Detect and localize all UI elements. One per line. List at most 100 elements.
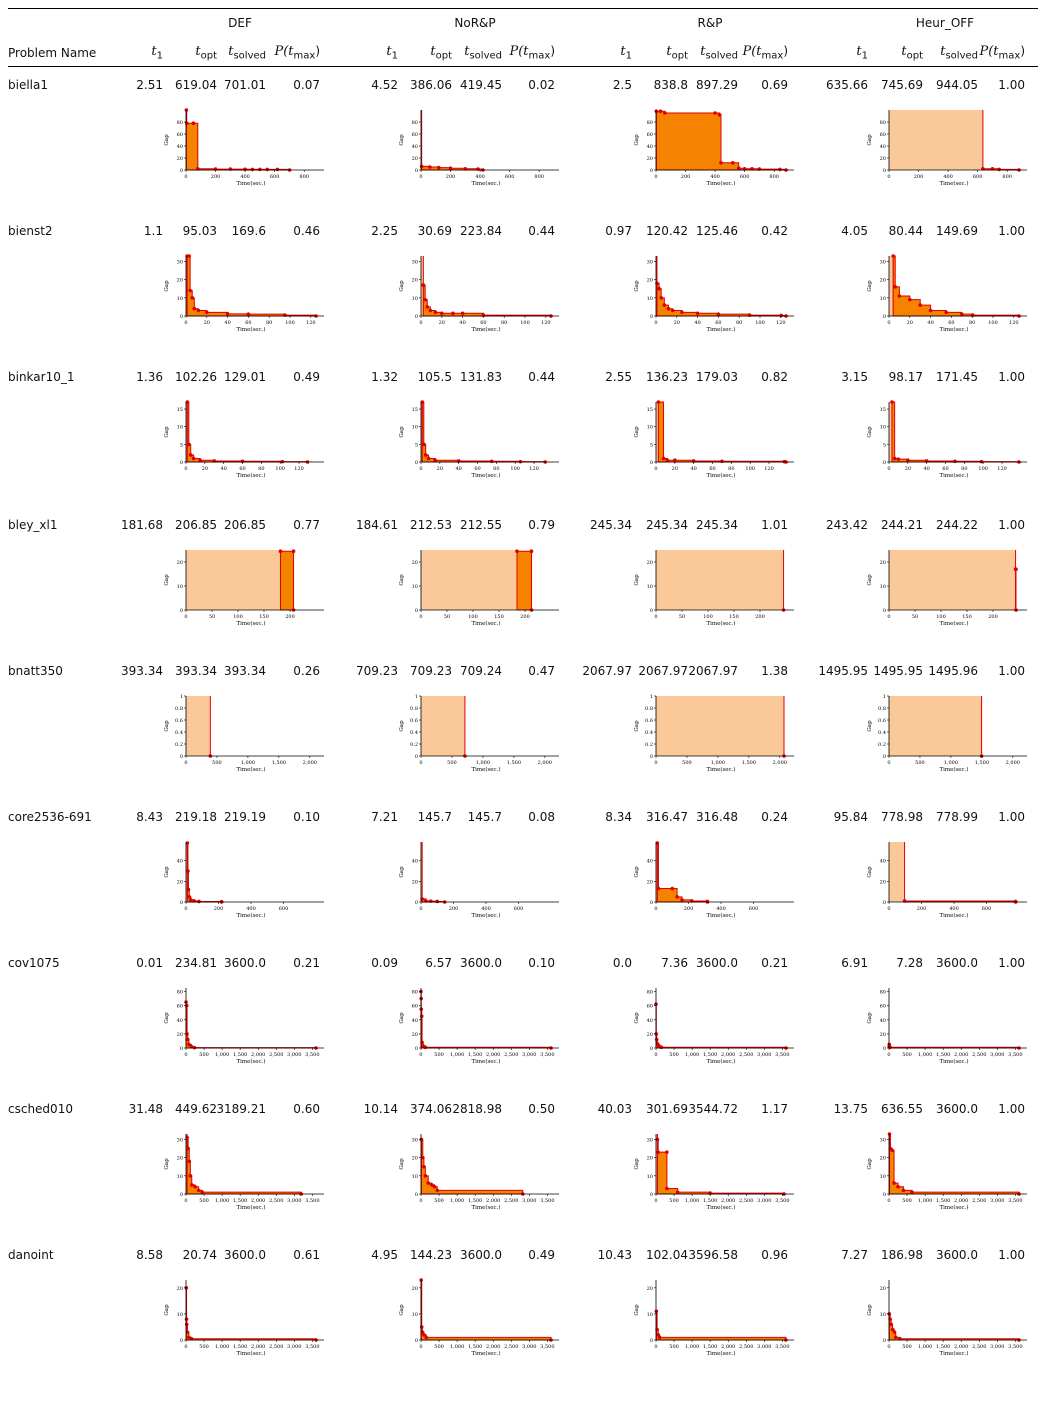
x-tick-label: 2,500 xyxy=(739,1198,753,1204)
x-axis-label: Time(sec.) xyxy=(706,1058,735,1065)
group-header-norp: NoR&P xyxy=(454,16,496,30)
value-t1: 1.32 xyxy=(371,370,398,384)
x-tick-label: 500 xyxy=(669,1344,679,1350)
x-tick-label: 200 xyxy=(211,174,221,180)
gap-point xyxy=(720,459,724,464)
x-tick-label: 500 xyxy=(682,760,692,766)
x-axis-label: Time(sec.) xyxy=(236,766,265,773)
gap-area xyxy=(420,991,552,1049)
x-tick-label: 3,000 xyxy=(757,1198,771,1204)
gap-point xyxy=(662,303,667,307)
x-tick-label: 60 xyxy=(239,466,245,472)
gap-point xyxy=(910,1190,914,1194)
x-tick-label: 20 xyxy=(674,320,680,326)
y-tick-label: 0.8 xyxy=(175,706,183,712)
x-tick-label: 3,500 xyxy=(1008,1052,1022,1058)
x-tick-label: 600 xyxy=(270,174,280,180)
gap-point xyxy=(670,886,675,891)
value-tsolved: 145.7 xyxy=(467,810,502,824)
column-header-tsolved: tsolved xyxy=(228,44,266,62)
gap-point xyxy=(419,1325,424,1329)
value-tsolved: 212.55 xyxy=(460,518,502,532)
value-p-tmax: 0.79 xyxy=(528,518,555,532)
no-solution-region xyxy=(421,842,423,902)
value-t1: 10.43 xyxy=(597,1248,632,1262)
y-tick-label: 0 xyxy=(883,168,886,174)
x-tick-label: 200 xyxy=(214,906,224,912)
x-tick-label: 1,500 xyxy=(936,1052,950,1058)
y-tick-label: 20 xyxy=(880,560,886,566)
gap-plot: 0 10 20 0 500 1,000 1,500 2,000 2,500 3,000 3,500 G… xyxy=(634,1280,794,1357)
x-tick-label: 120 xyxy=(764,466,774,472)
x-tick-label: 3,500 xyxy=(305,1052,319,1058)
x-axis-label: Time(sec.) xyxy=(939,1204,968,1211)
y-tick-label: 20 xyxy=(647,1032,653,1038)
gap-point xyxy=(423,453,428,457)
gap-area xyxy=(421,401,546,463)
y-tick-label: 40 xyxy=(412,144,418,150)
x-tick-label: 2,500 xyxy=(504,1344,518,1350)
y-tick-label: 0 xyxy=(650,1338,653,1344)
gap-point xyxy=(713,111,717,115)
value-t1: 2.55 xyxy=(605,370,632,384)
value-t1: 40.03 xyxy=(597,1102,632,1116)
value-t1: 1.1 xyxy=(143,224,163,238)
x-tick-label: 150 xyxy=(259,614,269,620)
x-tick-label: 600 xyxy=(514,906,524,912)
y-tick-label: 40 xyxy=(647,1018,653,1024)
gap-point xyxy=(421,283,426,287)
y-tick-label: 60 xyxy=(880,1004,886,1010)
value-t1: 7.27 xyxy=(841,1248,868,1262)
y-tick-label: 60 xyxy=(647,1004,653,1010)
x-tick-label: 2,000 xyxy=(303,760,317,766)
x-tick-label: 3,000 xyxy=(522,1198,536,1204)
gap-plot: 0 0.2 0.4 0.6 0.8 1 0 500 1,000 1,500 2,000 Gap Time… xyxy=(399,694,559,773)
gap-point xyxy=(428,165,432,169)
gap-point xyxy=(440,311,444,316)
gap-point xyxy=(997,167,1001,172)
y-tick-label: 0 xyxy=(650,608,653,614)
gap-point xyxy=(184,1322,189,1327)
y-axis-label: Gap xyxy=(399,720,405,732)
x-tick-label: 500 xyxy=(199,1344,209,1350)
x-tick-label: 400 xyxy=(240,174,250,180)
x-tick-label: 3,000 xyxy=(522,1052,536,1058)
y-tick-label: 10 xyxy=(880,425,886,431)
x-tick-label: 500 xyxy=(447,760,457,766)
y-tick-label: 0 xyxy=(415,168,418,174)
x-tick-label: 2,000 xyxy=(251,1198,265,1204)
x-tick-label: 0 xyxy=(887,906,890,912)
gap-point xyxy=(193,1184,197,1189)
value-p-tmax: 0.50 xyxy=(528,1102,555,1116)
value-topt: 80.44 xyxy=(888,224,923,238)
x-axis-label: Time(sec.) xyxy=(236,1058,265,1065)
y-axis-label: Gap xyxy=(867,280,873,292)
gap-point xyxy=(515,549,519,553)
value-tsolved: 219.19 xyxy=(224,810,266,824)
y-tick-label: 10 xyxy=(880,296,886,302)
x-tick-label: 1,500 xyxy=(703,1052,717,1058)
value-topt: 619.04 xyxy=(175,78,217,92)
x-axis-label: Time(sec.) xyxy=(471,1350,500,1357)
x-tick-label: 80 xyxy=(728,466,734,472)
gap-area xyxy=(656,842,708,903)
x-tick-label: 100 xyxy=(520,320,530,326)
x-tick-label: 3,000 xyxy=(287,1052,301,1058)
gap-point xyxy=(717,113,722,117)
value-tsolved: 129.01 xyxy=(224,370,266,384)
value-p-tmax: 0.96 xyxy=(761,1248,788,1262)
x-tick-label: 2,000 xyxy=(721,1344,735,1350)
x-tick-label: 3,500 xyxy=(775,1198,789,1204)
gap-area xyxy=(186,1137,302,1195)
x-tick-label: 0 xyxy=(887,1344,890,1350)
x-tick-label: 100 xyxy=(988,320,998,326)
x-tick-label: 200 xyxy=(449,906,459,912)
y-axis-label: Gap xyxy=(399,426,405,438)
value-p-tmax: 1.00 xyxy=(998,518,1025,532)
problem-name: csched010 xyxy=(8,1102,73,1116)
x-axis-label: Time(sec.) xyxy=(939,912,968,919)
x-tick-label: 80 xyxy=(266,320,272,326)
gap-plot: 0 5 10 15 0 20 40 60 80 100 120 Gap Time(sec.) xyxy=(867,400,1027,479)
gap-point xyxy=(424,1335,429,1340)
